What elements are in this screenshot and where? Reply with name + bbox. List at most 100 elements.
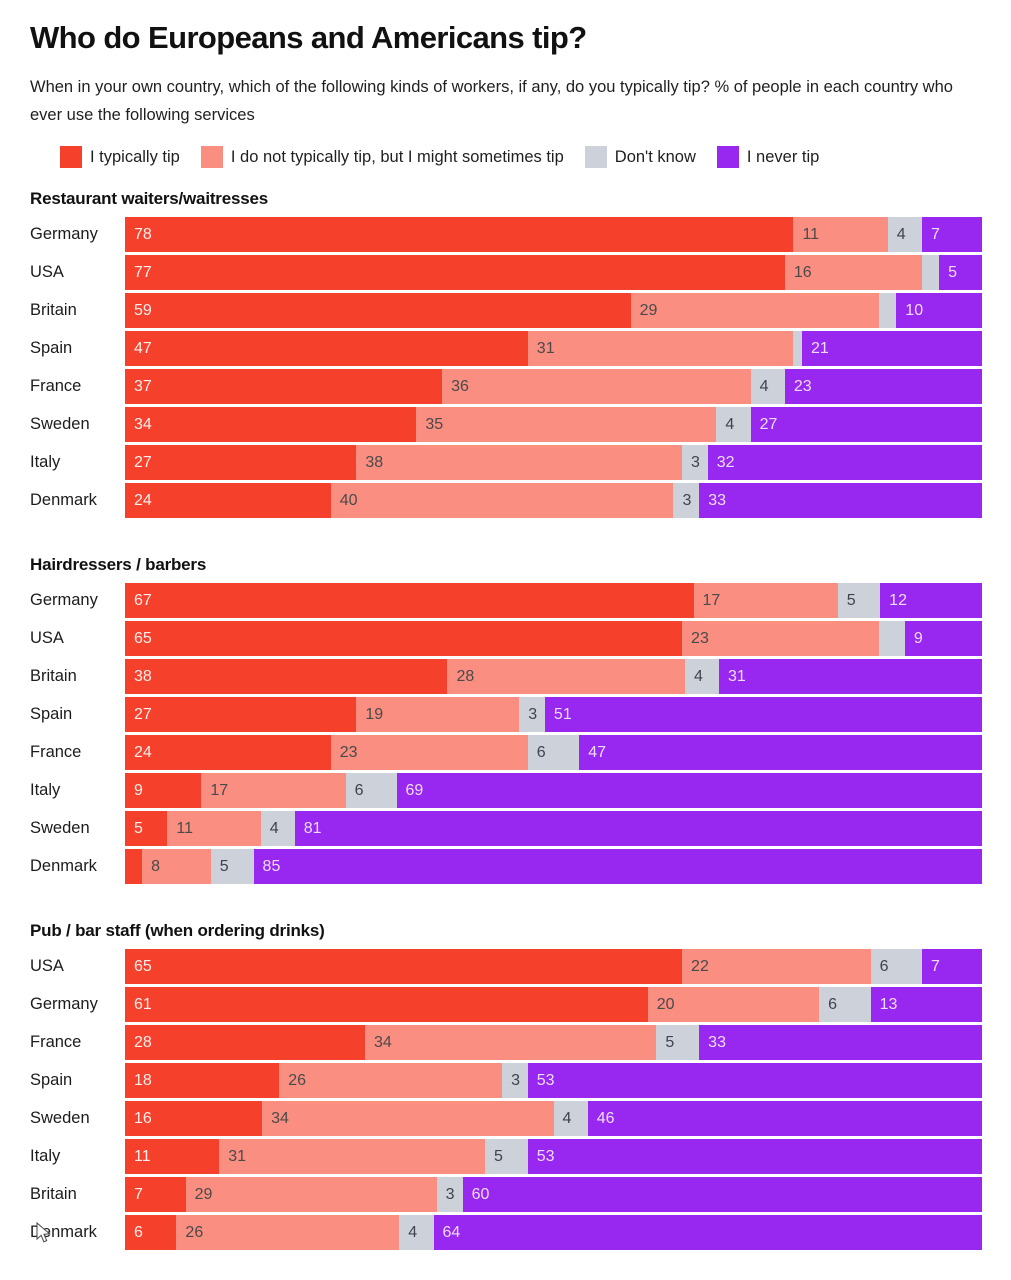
bar-segment-might-sometimes-tip: 40 [330,483,674,518]
segment-value-label: 16 [793,263,812,281]
bar-segment-might-sometimes-tip: 17 [693,583,838,618]
stacked-bar: 65 23 9 [125,621,982,656]
segment-value-label: 5 [665,1033,675,1051]
legend-swatch-never-tip [716,146,739,168]
bar-segment-never-tip: 9 [904,621,982,656]
country-label: Sweden [30,819,90,837]
bar-row: France 24 23 6 47 [30,735,983,770]
legend-item-typically-tip: I typically tip [60,146,180,168]
segment-value-label: 11 [176,819,194,837]
country-label: France [30,377,82,395]
bar-segment-might-sometimes-tip: 17 [201,773,346,808]
segment-value-label: 22 [691,957,709,975]
bar-segment-typically-tip: 67 [125,583,694,618]
segment-value-label: 53 [536,1147,555,1165]
bar-row: USA 65 22 6 7 [30,949,982,984]
segment-value-label: 28 [456,667,475,685]
stacked-bar: 16 34 4 46 [125,1101,982,1136]
bar-segment-might-sometimes-tip: 34 [364,1025,657,1060]
bar-segment-never-tip: 53 [527,1139,982,1174]
bar-segment-never-tip: 5 [939,255,982,290]
bar-segment-never-tip: 81 [294,811,982,846]
chart-sections: Restaurant waiters/waitresses Germany 78 11… [30,190,983,1250]
segment-value-label: 26 [185,1223,204,1241]
bar-segment-typically-tip: 77 [125,255,785,290]
segment-value-label: 51 [553,705,572,723]
bar-row: Italy 11 31 5 53 [30,1139,982,1174]
segment-value-label: 16 [134,1109,152,1127]
country-label: Germany [30,995,98,1013]
bar-row: Denmark 24 40 3 33 [30,483,982,518]
stacked-bar: 59 29 10 [125,293,982,328]
legend-label: Don't know [614,147,696,166]
segment-value-label: 5 [134,819,143,837]
bar-segment-never-tip: 13 [870,987,982,1022]
chart-section: Restaurant waiters/waitresses Germany 78 11… [30,190,982,518]
country-label: Sweden [30,1109,90,1127]
bar-row: Spain 18 26 3 53 [30,1063,982,1098]
country-label: Spain [30,339,73,357]
section-title: Pub / bar staff (when ordering drinks) [30,921,325,940]
segment-value-label: 23 [691,629,709,647]
segment-value-label: 61 [134,995,152,1013]
bar-segment-might-sometimes-tip: 26 [279,1063,503,1098]
bar-row: Sweden 34 35 4 27 [30,407,982,442]
bar-row: Spain 47 31 21 [30,331,982,366]
segment-value-label: 6 [354,781,364,799]
bar-segment-typically-tip: 28 [125,1025,365,1060]
bar-segment-never-tip: 7 [922,217,982,252]
segment-value-label: 65 [134,629,152,647]
bar-segment-dont-know: 4 [260,811,295,846]
stacked-bar: 28 34 5 33 [125,1025,982,1060]
bar-segment-might-sometimes-tip: 38 [356,445,683,480]
bar-segment-dont-know: 3 [436,1177,463,1212]
segment-value-label: 40 [339,491,358,509]
segment-value-label: 47 [588,743,607,761]
bar-segment-dont-know: 3 [673,483,700,518]
bar-segment-typically-tip: 5 [125,811,168,846]
bar-segment-typically-tip: 65 [125,949,683,984]
bar-segment-dont-know [793,331,803,366]
country-label: Italy [30,1147,61,1165]
chart-section: Pub / bar staff (when ordering drinks) US… [30,922,982,1250]
bar-row: Spain 27 19 3 51 [30,697,982,732]
segment-value-label: 5 [948,263,958,281]
bar-segment-might-sometimes-tip: 20 [647,987,820,1022]
page-title: Who do Europeans and Americans tip? [30,20,587,55]
legend-item-never-tip: I never tip [716,146,820,168]
stacked-bar: 6 26 4 64 [125,1215,982,1250]
segment-value-label: 7 [931,225,940,243]
bar-segment-dont-know [879,293,897,328]
bar-segment-never-tip: 46 [587,1101,982,1136]
bar-segment-typically-tip: 59 [125,293,631,328]
country-label: USA [30,629,64,647]
chart-section: Hairdressers / barbers Germany 67 17 5 12 USA 6… [30,556,983,884]
stacked-bar: 11 31 5 53 [125,1139,982,1174]
country-label: Denmark [30,491,97,509]
segment-value-label: 6 [536,743,546,761]
segment-value-label: 6 [134,1223,143,1241]
segment-value-label: 77 [134,263,152,281]
country-label: France [30,1033,82,1051]
segment-value-label: 59 [134,301,152,319]
segment-value-label: 65 [134,957,152,975]
segment-value-label: 11 [134,1147,151,1165]
legend-label: I never tip [746,147,820,166]
segment-value-label: 32 [716,453,735,471]
segment-value-label: 4 [408,1223,418,1241]
bar-segment-dont-know: 6 [345,773,397,808]
segment-value-label: 7 [931,957,940,975]
segment-value-label: 6 [879,957,889,975]
stacked-bar: 65 22 6 7 [125,949,982,984]
bar-segment-never-tip: 53 [527,1063,982,1098]
bar-segment-might-sometimes-tip: 23 [330,735,528,770]
bar-segment-typically-tip: 9 [125,773,202,808]
legend: I typically tip I do not typically tip, … [60,146,982,168]
bar-segment-never-tip: 27 [750,407,982,442]
bar-segment-dont-know: 4 [553,1101,588,1136]
segment-value-label: 37 [134,377,152,395]
bar-segment-dont-know: 4 [399,1215,434,1250]
segment-value-label: 27 [134,453,152,471]
segment-value-label: 17 [210,781,229,799]
